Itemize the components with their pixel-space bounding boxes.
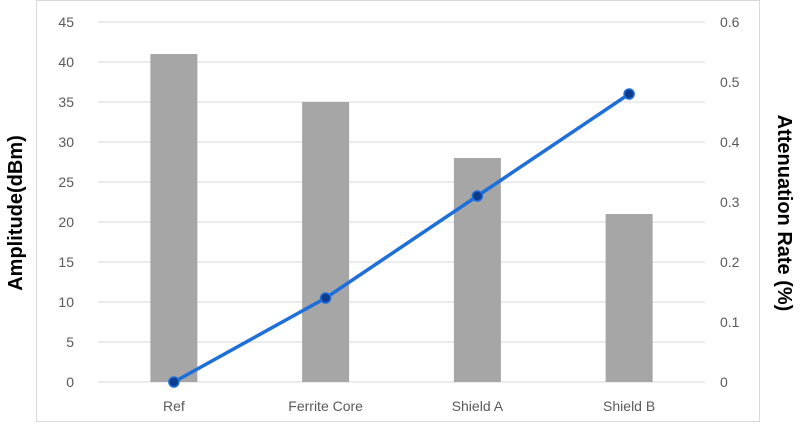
y-tick-label: 10	[58, 294, 74, 310]
y2-tick-label: 0.6	[720, 14, 740, 30]
axis-ticks: 0 5 10 15 20 25 30 35 40 45 0 0.1 0.2 0.3 0.4 0.5 0.6 Ref…	[58, 14, 739, 414]
y-tick-label: 35	[58, 94, 74, 110]
bar	[150, 54, 198, 382]
y2-tick-label: 0.1	[720, 314, 740, 330]
y-tick-label: 5	[66, 334, 74, 350]
y-tick-label: 25	[58, 174, 74, 190]
y-axis-title: Amplitude(dBm)	[5, 135, 27, 291]
y-tick-label: 20	[58, 214, 74, 230]
y-tick-label: 40	[58, 54, 74, 70]
line-point	[168, 376, 180, 388]
y-tick-label: 0	[66, 374, 74, 390]
line-series	[168, 88, 635, 388]
y-tick-label: 15	[58, 254, 74, 270]
y-tick-label: 30	[58, 134, 74, 150]
bar	[605, 214, 653, 382]
y2-tick-label: 0.2	[720, 254, 740, 270]
line-point	[319, 292, 332, 304]
bar	[302, 102, 350, 382]
y2-tick-label: 0	[720, 374, 728, 390]
series-line	[172, 92, 631, 384]
y2-tick-label: 0.3	[720, 194, 740, 210]
y2-axis-title: Attenuation Rate (%)	[773, 115, 795, 312]
y2-tick-label: 0.4	[720, 134, 740, 150]
x-tick-label: Shield A	[452, 398, 504, 414]
x-tick-label: Ferrite Core	[288, 398, 363, 414]
bar-series	[150, 54, 653, 382]
gridlines	[98, 21, 705, 383]
y-tick-label: 45	[58, 14, 74, 30]
line-point	[471, 190, 484, 202]
x-tick-label: Ref	[163, 398, 185, 414]
x-tick-label: Shield B	[603, 398, 655, 414]
y2-tick-label: 0.5	[720, 74, 740, 90]
line-point	[623, 88, 635, 100]
